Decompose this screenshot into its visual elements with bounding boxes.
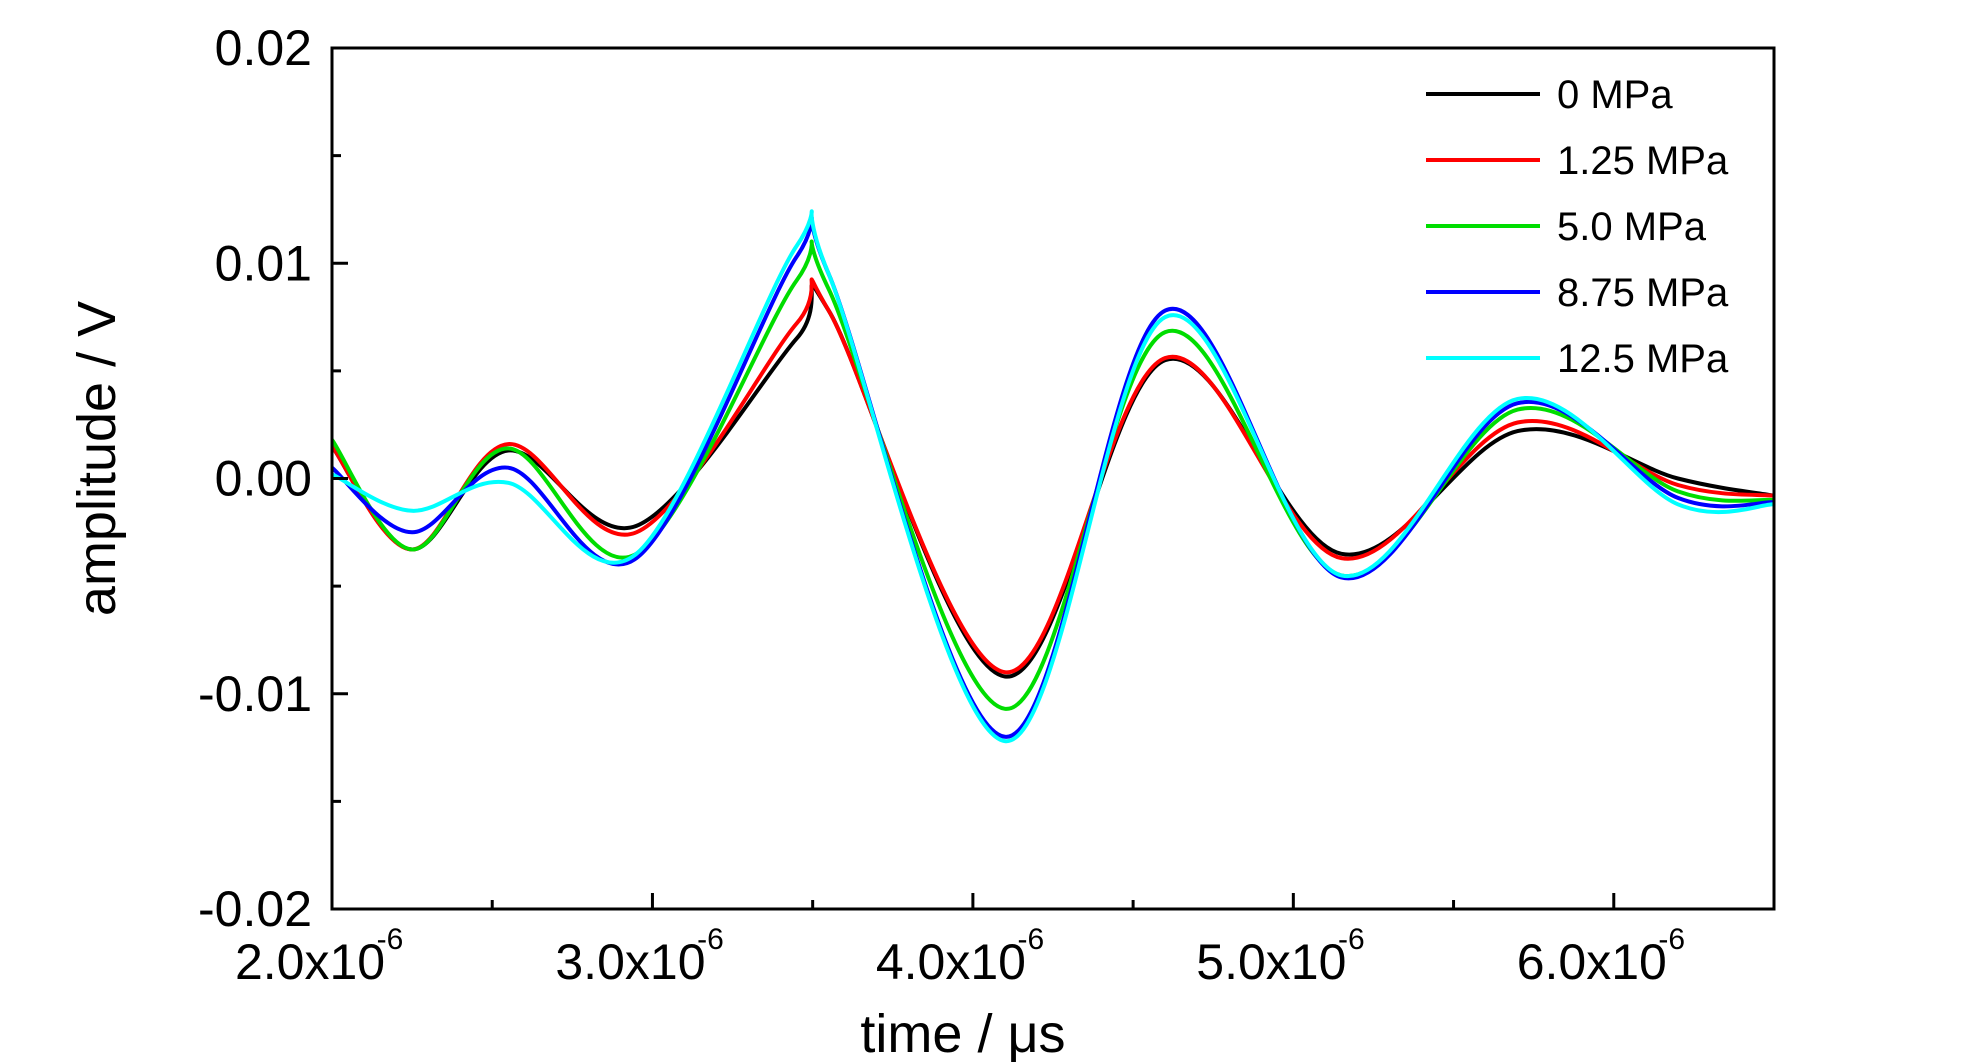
y-tick-label: -0.02 [198,881,312,937]
y-tick-label: -0.01 [198,666,312,722]
series-line-2 [332,239,1774,711]
series-line-4 [332,209,1774,744]
x-tick-exponent: -6 [1658,923,1685,956]
legend-label-0: 0 MPa [1557,73,1673,117]
x-tick-exponent: -6 [697,923,724,956]
x-tick-label: 5.0x10 [1196,934,1346,990]
x-tick-exponent: -6 [1338,923,1365,956]
legend-label-3: 8.75 MPa [1557,271,1729,315]
legend-label-1: 1.25 MPa [1557,139,1729,183]
y-tick-label: 0.01 [215,235,312,291]
x-tick-label: 3.0x10 [555,934,705,990]
series-line-1 [332,277,1774,675]
x-tick-label: 4.0x10 [876,934,1026,990]
x-axis-ticks: 2.0x10-6 3.0x10-6 4.0x10-6 5.0x10-6 6.0x10-6 [235,893,1776,990]
x-tick-exponent: -6 [1018,923,1045,956]
y-tick-label: 0.02 [215,20,312,76]
x-tick-label: 2.0x10 [235,934,385,990]
legend-label-2: 5.0 MPa [1557,205,1707,249]
legend: 0 MPa 1.25 MPa 5.0 MPa 8.75 MPa 12.5 MPa [1426,73,1729,381]
x-tick-label: 6.0x10 [1517,934,1667,990]
x-axis-title: time / μs [860,1004,1065,1062]
y-tick-label: 0.00 [215,451,312,507]
legend-label-4: 12.5 MPa [1557,337,1729,381]
x-tick-exponent: -6 [377,923,404,956]
y-axis-title: amplitude / V [67,301,127,616]
y-axis-ticks: 0.02 0.01 0.00 -0.01 -0.02 [198,20,348,937]
series-lines [332,209,1774,744]
